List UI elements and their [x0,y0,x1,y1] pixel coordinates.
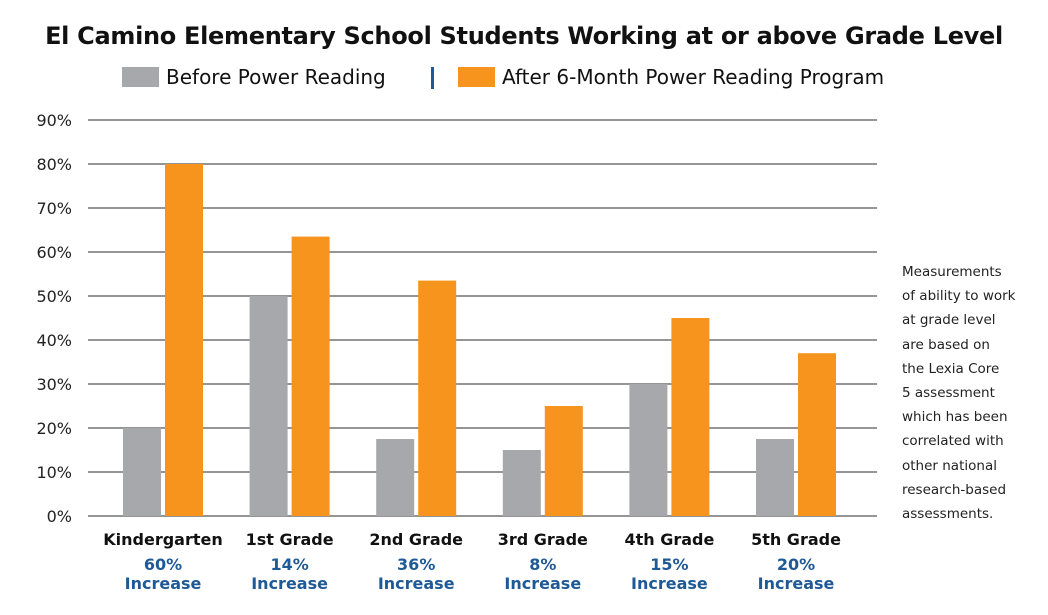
increase-label: Increase [251,574,328,593]
x-category-label: 4th Grade [624,530,714,549]
increase-percent: 8% [529,555,556,574]
x-category-label: 2nd Grade [369,530,463,549]
side-note-line: 5 assessment [902,385,995,402]
increase-percent: 60% [144,555,182,574]
increase-label: Increase [758,574,835,593]
bar-before [502,450,541,516]
y-tick-label: 40% [36,331,72,350]
side-note-line: the Lexia Core [902,360,1000,377]
bar-after [671,318,710,516]
y-tick-label: 90% [36,111,72,130]
x-category-label: 1st Grade [246,530,334,549]
y-tick-label: 70% [36,199,72,218]
x-category-label: Kindergarten [103,530,223,549]
side-note-line: which has been [902,409,1008,426]
bar-after [291,236,330,516]
increase-percent: 36% [397,555,435,574]
y-tick-label: 80% [36,155,72,174]
y-tick-label: 0% [47,507,72,526]
legend-divider [431,67,434,89]
increase-label: Increase [125,574,202,593]
y-tick-label: 60% [36,243,72,262]
bar-after [544,406,583,516]
side-note-line: research-based [902,481,1007,498]
y-tick-label: 50% [36,287,72,306]
bar-before [376,439,415,516]
bar-before [756,439,794,516]
side-note-line: correlated with [902,433,1004,450]
bar-after [165,164,203,516]
side-note-line: other national [902,457,997,474]
legend-swatch-after [458,67,495,87]
increase-percent: 15% [650,555,688,574]
y-tick-label: 20% [36,419,72,438]
increase-label: Increase [378,574,455,593]
y-tick-label: 10% [36,463,72,482]
legend: Before Power Reading After 6-Month Power… [0,64,1048,94]
bar-before [629,384,668,516]
bar-before [249,296,288,516]
side-note-line: assessments. [902,506,994,523]
increase-percent: 14% [270,555,308,574]
legend-label-after: After 6-Month Power Reading Program [502,65,885,89]
increase-label: Increase [504,574,581,593]
bar-before [123,428,161,516]
bar-after [418,280,457,516]
x-category-label: 3rd Grade [498,530,588,549]
increase-percent: 20% [777,555,815,574]
increase-label: Increase [631,574,708,593]
chart-title: El Camino Elementary School Students Wor… [45,22,1003,50]
side-note: Measurements of ability to work at grade l… [902,260,1042,526]
legend-swatch-before [122,67,159,87]
x-category-label: 5th Grade [751,530,841,549]
side-note-line: are based on [902,336,990,353]
legend-label-before: Before Power Reading [166,65,386,89]
y-tick-label: 30% [36,375,72,394]
bar-after [798,353,836,516]
side-note-line: of ability to work [902,288,1016,305]
side-note-line: Measurements [902,264,1002,280]
side-note-line: at grade level [902,312,996,329]
